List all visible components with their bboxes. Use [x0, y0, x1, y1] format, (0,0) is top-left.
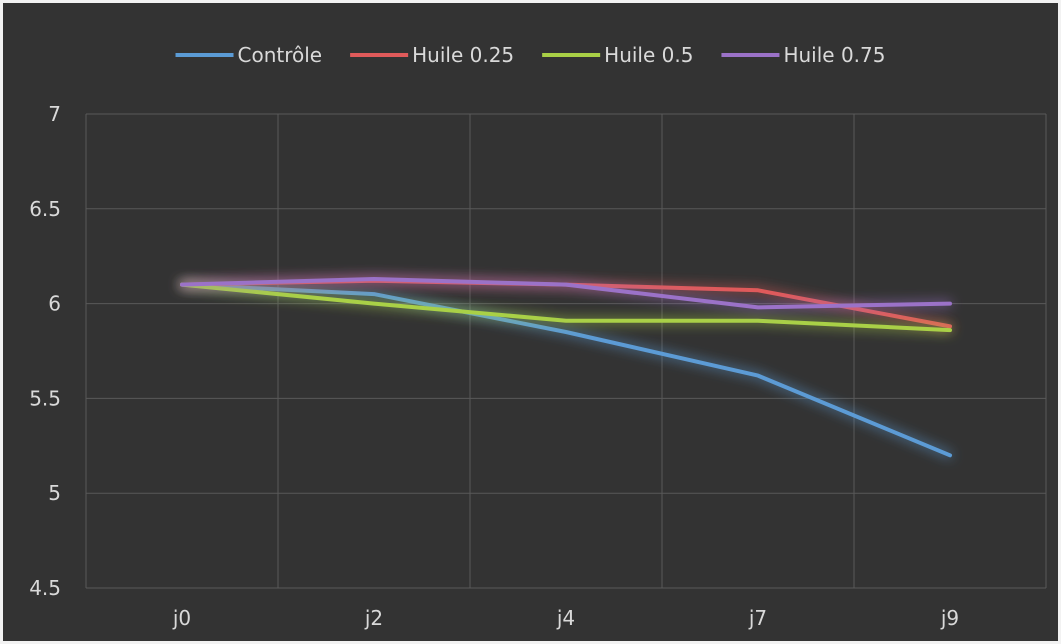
- series-line-3: [180, 277, 952, 310]
- y-tick-label: 5.5: [29, 386, 61, 410]
- series-line-2: [180, 282, 952, 333]
- x-tick-label: j2: [364, 606, 383, 630]
- series-line-0: [180, 282, 952, 458]
- y-tick-label: 4.5: [29, 576, 61, 600]
- legend-label: Huile 0.5: [604, 43, 693, 67]
- x-axis-ticks: j0 j2 j4 j7 j9: [172, 606, 959, 630]
- x-tick-label: j9: [940, 606, 959, 630]
- y-tick-label: 6.5: [29, 197, 61, 221]
- x-tick-label: j7: [748, 606, 767, 630]
- legend-label: Contrôle: [238, 43, 323, 67]
- y-tick-label: 7: [48, 102, 61, 126]
- legend-label: Huile 0.25: [412, 43, 514, 67]
- y-tick-label: 5: [48, 481, 61, 505]
- y-tick-label: 6: [48, 292, 61, 316]
- series-lines: [180, 277, 952, 458]
- legend-label: Huile 0.75: [783, 43, 885, 67]
- y-axis-ticks: 4.5 5 5.5 6 6.5 7: [29, 102, 61, 600]
- x-tick-label: j4: [556, 606, 575, 630]
- grid: [85, 113, 1047, 589]
- x-tick-label: j0: [172, 606, 191, 630]
- line-chart: 4.5 5 5.5 6 6.5 7 j0 j2 j4 j7 j9 Contrôle Huile 0.…: [29, 43, 1047, 630]
- legend: Contrôle Huile 0.25 Huile 0.5 Huile 0.75: [175, 43, 885, 67]
